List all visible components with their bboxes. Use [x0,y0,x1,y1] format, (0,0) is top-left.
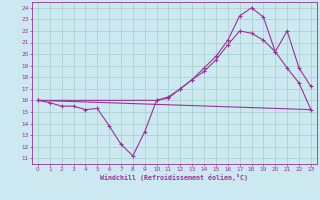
X-axis label: Windchill (Refroidissement éolien,°C): Windchill (Refroidissement éolien,°C) [100,174,248,181]
